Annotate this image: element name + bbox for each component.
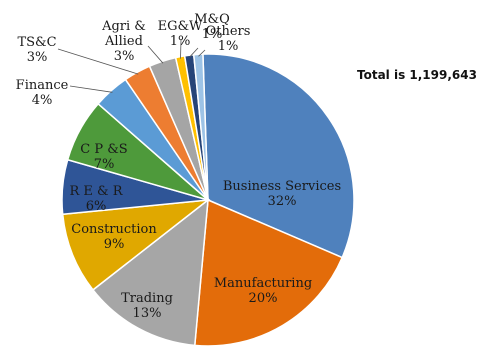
leader-line [69,85,113,93]
slice-label: M&Q 1% [194,12,230,42]
leader-line [147,45,164,64]
leader-line [57,48,139,75]
slice-label: Construction 9% [71,222,157,252]
pie-slice-others [192,53,209,201]
slice-label: Finance 4% [16,78,69,108]
total-label: Total is 1,199,643 [357,68,477,82]
pie-slice-business-services [202,53,355,259]
pie-slice-trading [91,198,209,346]
leader-line [189,47,199,58]
pie-slices [61,53,355,346]
leader-line [198,49,206,57]
slice-label: R E & R 6% [69,184,123,214]
slice-label: Others 1% [206,24,251,54]
pie-slice-construction [61,199,211,291]
slice-label: TS&C 3% [17,35,56,65]
slice-label: EG&W 1% [158,19,203,49]
slice-label: Business Services 32% [223,179,341,209]
slice-labels: Business Services 32% Manufacturing 20% Trad… [16,12,341,321]
slice-label: C P &S 7% [80,142,127,172]
leader-line [180,39,182,59]
leader-lines [57,39,206,93]
slice-label: Agri & Allied 3% [101,19,146,64]
slice-label: Manufacturing 20% [214,276,312,306]
slice-label: Trading 13% [121,291,173,321]
